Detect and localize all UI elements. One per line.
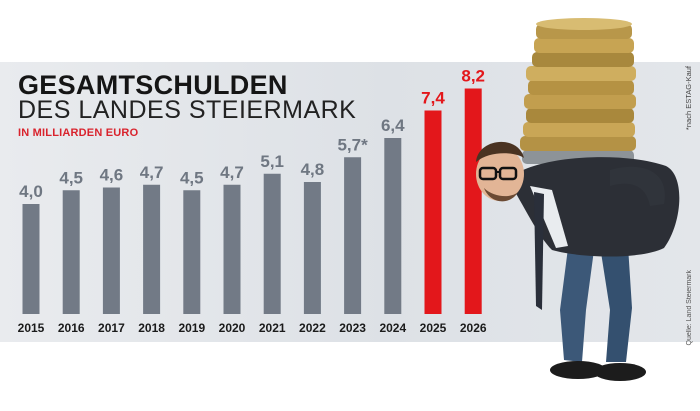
value-label-2018: 4,7 — [140, 163, 164, 182]
bar-2019 — [183, 190, 201, 314]
year-label-2025: 2025 — [420, 321, 447, 335]
value-label-2025: 7,4 — [421, 89, 445, 108]
year-label-2026: 2026 — [460, 321, 487, 335]
year-label-2018: 2018 — [138, 321, 165, 335]
value-label-2026: 8,2 — [461, 67, 485, 86]
chart-title: GESAMTSCHULDEN — [18, 70, 288, 100]
year-label-2023: 2023 — [339, 321, 366, 335]
year-label-2020: 2020 — [219, 321, 246, 335]
year-label-2022: 2022 — [299, 321, 326, 335]
year-label-2019: 2019 — [178, 321, 205, 335]
year-label-2015: 2015 — [18, 321, 45, 335]
value-label-2019: 4,5 — [180, 168, 204, 187]
value-label-2023: 5,7* — [337, 135, 368, 154]
value-label-2022: 4,8 — [301, 160, 325, 179]
value-label-2021: 5,1 — [260, 152, 284, 171]
bar-2024 — [384, 138, 402, 314]
value-label-2017: 4,6 — [100, 166, 124, 185]
source-note: Quelle: Land Steiermark — [686, 270, 693, 346]
bar-2022 — [303, 182, 321, 314]
bar-2016 — [62, 190, 80, 314]
unit-label: IN MILLIARDEN EURO — [18, 127, 139, 139]
man-carrying-coins-illustration — [476, 18, 680, 381]
year-label-2024: 2024 — [379, 321, 406, 335]
value-label-2020: 4,7 — [220, 163, 244, 182]
year-label-2016: 2016 — [58, 321, 85, 335]
bar-2025 — [424, 110, 442, 314]
bar-2020 — [223, 184, 241, 314]
value-label-2024: 6,4 — [381, 116, 405, 135]
year-label-2017: 2017 — [98, 321, 125, 335]
footnote: *nach ESTAG-Kauf — [684, 66, 693, 131]
value-label-2016: 4,5 — [59, 168, 83, 187]
bar-2021 — [263, 173, 281, 314]
bar-2017 — [102, 187, 120, 314]
coin-stack-icon — [520, 18, 636, 164]
bar-2018 — [143, 184, 161, 314]
year-label-2021: 2021 — [259, 321, 286, 335]
bar-2015 — [22, 204, 40, 314]
value-label-2015: 4,0 — [19, 182, 43, 201]
bar-2023 — [344, 157, 362, 314]
chart-subtitle: DES LANDES STEIERMARK — [18, 96, 357, 124]
bar-2026 — [464, 88, 482, 314]
